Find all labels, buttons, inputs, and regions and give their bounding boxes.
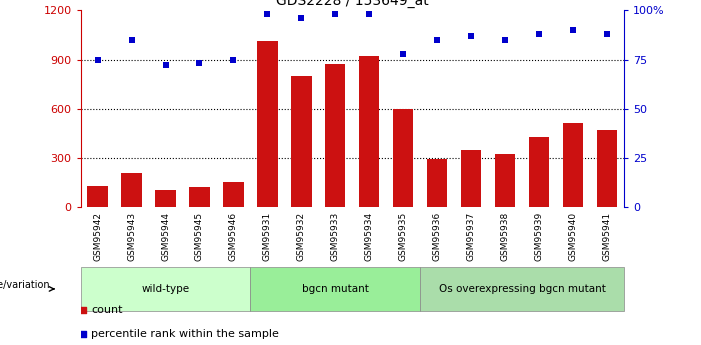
Bar (189, 187, 210, 207)
Point (228, 57, 239, 62)
Text: bgcn mutant: bgcn mutant (302, 284, 369, 294)
Text: genotype/variation: genotype/variation (0, 280, 50, 289)
Point (92, 57, 103, 62)
Text: GSM95938: GSM95938 (501, 212, 510, 261)
Bar (250, 267, 420, 310)
Text: GSM95942: GSM95942 (93, 212, 102, 261)
Text: GSM95945: GSM95945 (195, 212, 204, 261)
Title: GDS2228 / 153649_at: GDS2228 / 153649_at (276, 0, 428, 8)
Point (236, 2, 247, 8)
Bar (597, 130, 617, 207)
Text: GSM95939: GSM95939 (534, 212, 543, 261)
Bar (393, 109, 414, 207)
Bar (495, 154, 515, 207)
Text: GSM95940: GSM95940 (569, 212, 578, 261)
Point (236, 221, 247, 227)
Text: GSM95936: GSM95936 (433, 212, 442, 261)
Point (329, 11, 341, 17)
Bar (257, 41, 278, 207)
Bar (88, 186, 108, 207)
Point (465, 33, 477, 39)
Point (126, 37, 137, 42)
Bar (223, 181, 244, 207)
Text: GSM95931: GSM95931 (263, 212, 272, 261)
Text: GSM95941: GSM95941 (602, 212, 611, 261)
Bar (291, 76, 311, 207)
Bar (325, 65, 346, 207)
Bar (563, 124, 583, 207)
Point (432, 37, 443, 42)
Bar (529, 137, 549, 207)
Point (296, 16, 307, 21)
Bar (121, 172, 142, 207)
Bar (156, 190, 176, 207)
Point (364, 11, 375, 17)
Text: Os overexpressing bgcn mutant: Os overexpressing bgcn mutant (439, 284, 606, 294)
Bar (461, 150, 482, 207)
Bar (427, 159, 447, 207)
Text: percentile rank within the sample: percentile rank within the sample (91, 329, 280, 339)
Point (261, 11, 273, 17)
Point (601, 31, 613, 37)
Bar (359, 56, 379, 207)
Text: GSM95944: GSM95944 (161, 212, 170, 261)
Point (533, 31, 545, 37)
Text: GSM95933: GSM95933 (331, 212, 340, 261)
Point (567, 27, 578, 33)
Text: GSM95934: GSM95934 (365, 212, 374, 261)
Text: GSM95932: GSM95932 (297, 212, 306, 261)
Bar (81, 267, 250, 310)
Point (499, 37, 510, 42)
Text: count: count (91, 305, 123, 315)
Text: GSM95937: GSM95937 (467, 212, 475, 261)
Text: wild-type: wild-type (142, 284, 189, 294)
Point (194, 61, 205, 66)
Text: GSM95946: GSM95946 (229, 212, 238, 261)
Text: GSM95943: GSM95943 (127, 212, 136, 261)
Text: GSM95935: GSM95935 (399, 212, 408, 261)
Bar (420, 267, 624, 310)
Point (397, 51, 409, 56)
Point (160, 63, 171, 68)
